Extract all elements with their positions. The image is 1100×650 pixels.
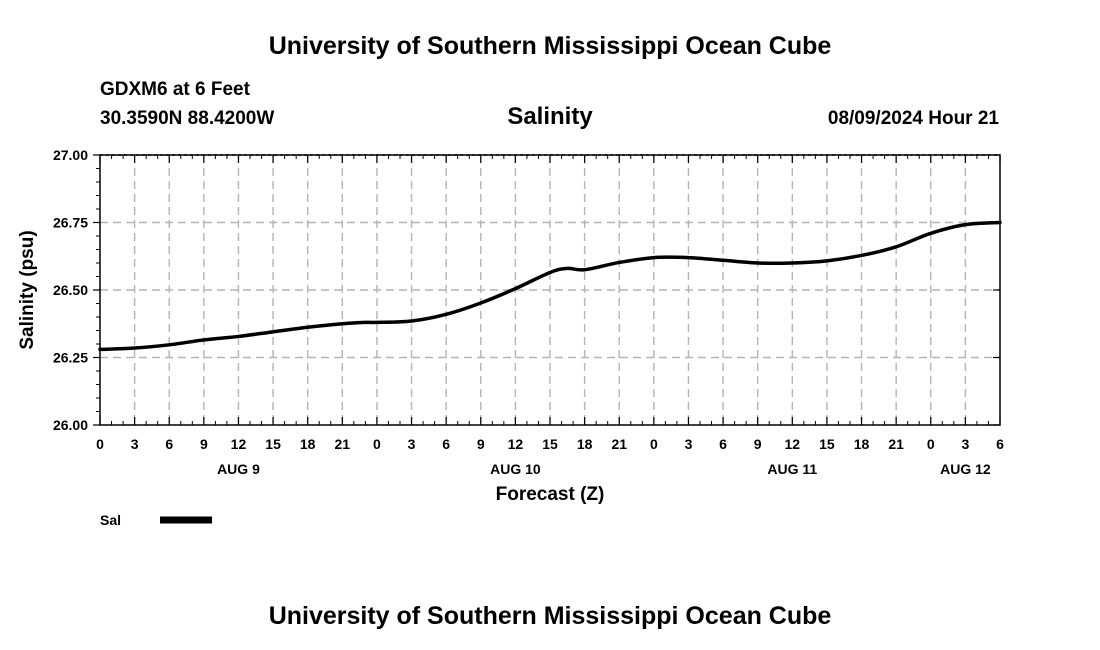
x-tick-label: 18 [854,436,870,452]
data-point [756,262,759,264]
x-tick-label: 18 [300,436,316,452]
series [98,220,1002,352]
plot-frame [99,154,1001,426]
x-tick-label: 0 [650,436,658,452]
data-point [364,321,367,324]
x-tick-label: 3 [961,436,969,452]
x-tick-label: 15 [542,436,558,452]
x-tick-label: 6 [996,436,1004,452]
data-point [341,322,344,325]
data-point [566,267,569,270]
y-axis-label: Salinity (psu) [17,230,38,349]
data-point [791,262,794,264]
x-tick-label: 3 [685,436,693,452]
data-point [410,320,413,322]
x-tick-label: 6 [165,436,173,452]
grid [100,154,1000,425]
legend-label: Sal [100,512,121,528]
data-point [133,347,136,349]
x-tick-label: 6 [719,436,727,452]
data-point [618,261,621,264]
x-tick-label: 9 [754,436,762,452]
footer-title: University of Southern Mississippi Ocean… [269,602,832,630]
data-point [272,331,274,333]
y-tick-label: 26.50 [53,282,88,298]
y-tick-label: 26.25 [53,350,88,366]
data-point [583,268,586,271]
legend: Sal [100,512,212,528]
data-point [999,221,1001,224]
data-point [376,321,378,324]
data-point [826,260,828,262]
date-label: AUG 10 [490,461,541,477]
data-point [514,287,517,290]
data-point [860,254,863,257]
main-title: University of Southern Mississippi Ocean… [269,32,832,60]
x-tick-label: 0 [373,436,381,452]
x-tick-label: 12 [785,436,801,452]
x-tick-label: 6 [442,436,450,452]
x-tick-label: 12 [231,436,247,452]
date-label: AUG 9 [217,461,260,477]
data-point [445,313,447,316]
station-label: GDXM6 at 6 Feet [100,79,251,100]
tick-labels: 0 3 6 9 12 15 18 21 0 3 6 9 12 15 18 21 0 3 6 9 12 15 18 21 0 3 6 2… [53,147,1004,477]
x-tick-label: 12 [508,436,524,452]
x-tick-label: 0 [927,436,935,452]
y-tick-label: 26.75 [53,215,88,231]
data-point [168,344,171,346]
x-tick-label: 0 [96,436,104,452]
data-point [306,326,309,329]
location-label: 30.3590N 88.4200W [100,108,274,129]
y-tick-label: 27.00 [53,147,88,163]
data-point [722,259,724,262]
date-label: AUG 11 [767,461,817,477]
date-label: AUG 12 [940,461,991,477]
y-tick-label: 26.00 [53,417,88,433]
data-point [964,223,967,226]
plot-title: Salinity [507,103,593,130]
x-tick-label: 15 [819,436,835,452]
x-axis-label: Forecast (Z) [496,484,605,505]
x-tick-label: 9 [477,436,485,452]
x-tick-label: 9 [200,436,208,452]
data-point [203,339,205,341]
x-tick-label: 21 [888,436,904,452]
data-point [929,232,932,235]
x-tick-label: 21 [335,436,351,452]
data-point [549,271,551,274]
timestamp: 08/09/2024 Hour 21 [828,108,1000,129]
x-tick-label: 3 [131,436,139,452]
x-tick-label: 15 [265,436,281,452]
x-tick-label: 18 [577,436,593,452]
x-tick-label: 3 [408,436,416,452]
data-point [895,246,897,248]
data-point [99,348,101,351]
data-point [479,302,482,304]
data-point [653,256,655,259]
data-point [687,256,690,259]
data-point [237,335,240,338]
x-tick-label: 21 [611,436,627,452]
